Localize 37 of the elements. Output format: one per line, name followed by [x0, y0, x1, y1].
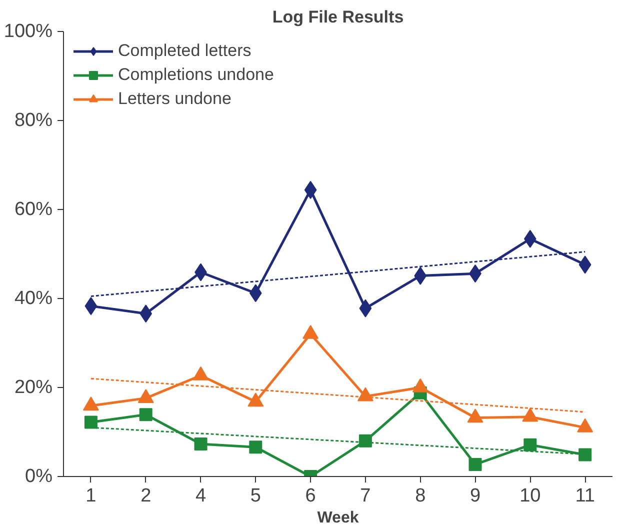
x-tick-label: 6	[305, 486, 316, 506]
legend-label: Letters undone	[118, 89, 232, 109]
point	[249, 440, 262, 454]
x-tick-label: 7	[360, 486, 371, 506]
point	[578, 256, 592, 274]
point	[304, 180, 317, 199]
x-tick-label: 10	[520, 486, 541, 506]
y-tick-label: 80%	[14, 110, 53, 131]
y-tick-label: 20%	[14, 377, 53, 398]
point	[140, 304, 152, 323]
point	[524, 230, 536, 248]
x-tick-label: 5	[250, 486, 261, 506]
legend-label: Completions undone	[118, 65, 274, 85]
point	[249, 284, 262, 302]
point	[359, 299, 372, 318]
x-tick-label: 11	[575, 486, 595, 506]
x-tick-label: 8	[415, 486, 426, 506]
y-tick-label: 60%	[14, 199, 53, 220]
point	[84, 416, 98, 429]
point	[578, 448, 592, 462]
y-tick-label: 40%	[14, 288, 53, 309]
x-tick-label: 4	[195, 486, 206, 506]
x-axis-title: Week	[317, 510, 359, 526]
point	[139, 408, 152, 422]
x-tick-label: 2	[140, 486, 152, 506]
legend-label: Completed letters	[118, 41, 252, 61]
point	[358, 434, 372, 448]
y-tick-label: 100%	[4, 21, 53, 42]
point	[414, 266, 427, 285]
point	[468, 458, 482, 471]
point	[194, 438, 208, 451]
chart-title: Log File Results	[272, 8, 404, 26]
point	[84, 297, 98, 316]
x-tick-label: 1	[86, 486, 96, 506]
y-tick-label: 0%	[25, 466, 53, 487]
point	[524, 438, 537, 452]
x-tick-label: 9	[470, 486, 481, 506]
